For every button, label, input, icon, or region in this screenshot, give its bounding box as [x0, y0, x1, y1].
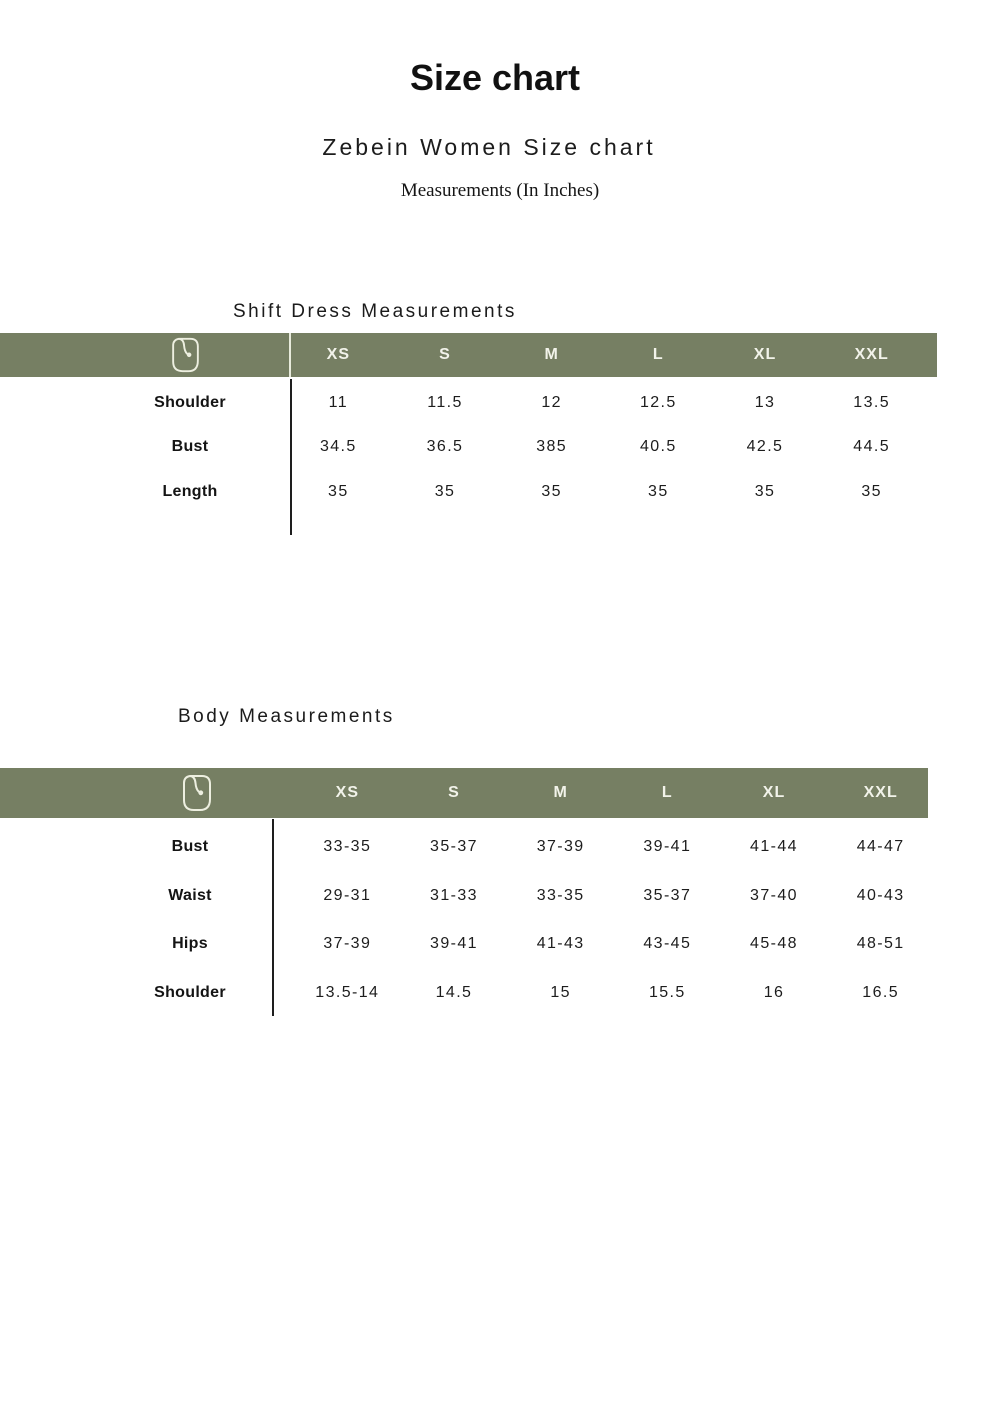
cell-value: 15.5 [648, 984, 686, 1001]
body-measurements-table-title: Body Measurements [178, 706, 395, 727]
table-row: Length 35 35 35 35 35 35 [0, 483, 940, 503]
shift-dress-size-header-row: XS S M L XL XXL [285, 333, 925, 377]
cell-value: 39-41 [643, 838, 692, 855]
table-row: Shoulder 11 11.5 12 12.5 13 13.5 [0, 394, 940, 414]
cell-value: 12 [541, 394, 562, 411]
cell-value: 14.5 [435, 984, 473, 1001]
cell-value: 15 [550, 984, 571, 1001]
cell-value: 33-35 [323, 838, 372, 855]
cell-value: 31-33 [430, 887, 478, 904]
size-column-header: M [544, 346, 559, 363]
table-row: Shoulder 13.5-14 14.5 15 15.5 16 16.5 [0, 984, 940, 1004]
row-label: Bust [171, 438, 209, 455]
cell-value: 44.5 [853, 438, 891, 455]
size-column-header: S [448, 784, 460, 801]
size-column-header: XL [762, 784, 786, 801]
cell-value: 37-39 [323, 935, 372, 952]
brand-logo-icon [170, 336, 201, 379]
cell-value: 385 [536, 438, 568, 455]
table-row: Bust 34.5 36.5 385 40.5 42.5 44.5 [0, 438, 940, 458]
table-divider-line [272, 819, 274, 1016]
cell-value: 16.5 [862, 984, 900, 1001]
row-label: Length [162, 483, 218, 500]
body-measurements-header-bar [0, 768, 928, 818]
cell-value: 34.5 [319, 438, 357, 455]
size-column-header: XL [753, 346, 777, 363]
shift-dress-header-bar [0, 333, 937, 377]
row-label: Shoulder [154, 984, 226, 1001]
cell-value: 35-37 [430, 838, 478, 855]
cell-value: 13.5 [853, 394, 891, 411]
row-label: Shoulder [154, 394, 226, 411]
cell-value: 37-39 [536, 838, 585, 855]
cell-value: 35-37 [643, 887, 692, 904]
cell-value: 48-51 [856, 935, 905, 952]
cell-value: 44-47 [856, 838, 905, 855]
size-column-header: M [553, 784, 568, 801]
size-column-header: XS [335, 784, 359, 801]
cell-value: 36.5 [426, 438, 464, 455]
table-row: Hips 37-39 39-41 41-43 43-45 45-48 48-51 [0, 935, 940, 955]
cell-value: 43-45 [643, 935, 692, 952]
cell-value: 13 [754, 394, 776, 411]
cell-value: 42.5 [746, 438, 784, 455]
size-column-header: S [439, 346, 451, 363]
cell-value: 35 [754, 483, 776, 500]
cell-value: 12.5 [639, 394, 677, 411]
size-column-header: XS [326, 346, 350, 363]
row-label: Waist [168, 887, 212, 904]
brand-logo-icon [181, 771, 213, 820]
cell-value: 40-43 [856, 887, 905, 904]
cell-value: 40.5 [639, 438, 677, 455]
cell-value: 37-40 [750, 887, 798, 904]
cell-value: 45-48 [750, 935, 798, 952]
table-row: Waist 29-31 31-33 33-35 35-37 37-40 40-4… [0, 887, 940, 907]
brand-subtitle: Zebein Women Size chart [322, 134, 656, 160]
cell-value: 41-44 [750, 838, 798, 855]
size-column-header: L [652, 346, 664, 363]
cell-value: 35 [648, 483, 669, 500]
size-column-header: L [661, 784, 673, 801]
table-row: Bust 33-35 35-37 37-39 39-41 41-44 44-47 [0, 838, 940, 858]
cell-value: 35 [434, 483, 456, 500]
size-column-header: XXL [863, 784, 898, 801]
row-label: Hips [172, 935, 208, 952]
shift-dress-table-title: Shift Dress Measurements [233, 301, 517, 322]
cell-value: 16 [763, 984, 785, 1001]
cell-value: 35 [861, 483, 882, 500]
cell-value: 29-31 [323, 887, 372, 904]
cell-value: 33-35 [536, 887, 585, 904]
cell-value: 41-43 [536, 935, 585, 952]
body-size-header-row: XS S M L XL XXL [294, 768, 934, 818]
page-title: Size chart [409, 57, 581, 98]
size-column-header: XXL [854, 346, 889, 363]
cell-value: 11 [328, 394, 349, 411]
cell-value: 35 [541, 483, 562, 500]
cell-value: 13.5-14 [315, 984, 380, 1001]
cell-value: 35 [328, 483, 349, 500]
row-label: Bust [171, 838, 209, 855]
measurement-unit-note: Measurements (In Inches) [400, 180, 600, 201]
cell-value: 11.5 [427, 394, 463, 411]
table-divider-line [290, 379, 292, 535]
header-divider-line [289, 333, 291, 377]
cell-value: 39-41 [430, 935, 478, 952]
